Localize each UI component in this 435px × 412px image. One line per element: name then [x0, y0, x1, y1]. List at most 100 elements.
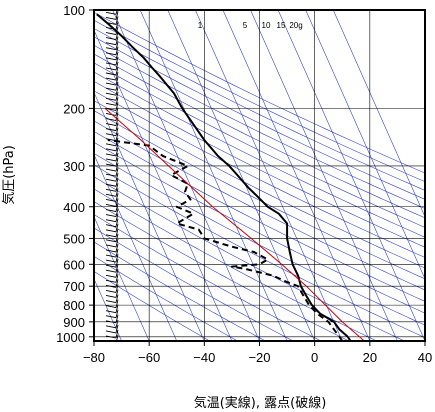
wind-barb-staff [105, 153, 117, 157]
wind-barb-staff [105, 315, 117, 319]
wind-barb-staff [105, 300, 117, 303]
wind-barb-staff [105, 219, 117, 223]
wind-barb-flag [115, 193, 119, 202]
wind-barb-flag [115, 213, 119, 222]
wind-barb-staff [105, 113, 117, 116]
wind-barb-staff [105, 244, 117, 248]
isotherm-line [94, 29, 233, 341]
wind-barb-staff [105, 123, 117, 127]
dry-adiabat-line [94, 90, 425, 258]
mixing-ratio-label: 5 [243, 21, 248, 30]
wind-barb-staff [105, 118, 117, 121]
x-axis-title: 気温(実線), 露点(破線) [194, 395, 327, 411]
y-tick-label: 700 [63, 279, 85, 294]
wind-barb-staff [105, 158, 117, 162]
wind-barb-flag [115, 36, 119, 45]
dry-adiabat-line [94, 36, 425, 200]
wind-barb-staff [105, 173, 117, 177]
wind-barb-staff [105, 183, 117, 187]
wind-barb-staff [105, 254, 117, 258]
y-tick-label: 400 [63, 200, 85, 215]
wind-barb-staff [105, 128, 117, 132]
wind-barb-flag [115, 122, 119, 131]
dry-adiabat-line [94, 153, 425, 326]
dewpoint-profile-line [107, 139, 344, 341]
isotherm-line [94, 91, 205, 341]
wind-barb-staff [105, 305, 117, 309]
y-tick-label: 100 [63, 3, 85, 18]
wind-barb-flag [115, 274, 119, 283]
dry-adiabat-line [94, 19, 425, 182]
wind-barb-staff [105, 62, 117, 66]
wind-barb-staff [105, 204, 117, 207]
wind-barb-flag [115, 71, 119, 81]
wind-barb-flag [115, 127, 119, 136]
wind-barb-staff [105, 264, 117, 268]
wind-barb-staff [105, 47, 117, 51]
wind-barb-staff [105, 102, 117, 106]
y-tick-label: 800 [63, 298, 85, 313]
wind-barb-staff [105, 325, 117, 329]
wind-barb-staff [105, 335, 117, 339]
y-tick-label: 600 [63, 257, 85, 272]
wind-barb-flag [115, 198, 119, 207]
wind-barb-flag [115, 233, 119, 242]
wind-barb-staff [105, 234, 117, 238]
wind-barb-staff [105, 42, 117, 46]
wind-barb-flag [115, 294, 119, 303]
wind-barb-flag [115, 309, 119, 318]
dry-adiabat-line [94, 201, 350, 341]
wind-barb-flag [115, 208, 119, 217]
wind-barb-flag [115, 183, 119, 192]
dry-adiabat-line [94, 62, 425, 228]
mixing-ratio-label: 15 [277, 21, 286, 30]
wind-barb-staff [105, 178, 117, 182]
wind-barb-flag [115, 279, 119, 288]
wind-barb-flag [115, 253, 119, 263]
isotherm-line [139, 10, 288, 341]
wind-barb-flag [115, 299, 119, 308]
wind-barb-flag [115, 41, 119, 50]
parcel-profile-line [104, 108, 365, 341]
wind-barb-flag [115, 173, 119, 182]
wind-barb-staff [105, 77, 117, 81]
wind-barb-staff [105, 239, 117, 243]
wind-barb-staff [105, 11, 117, 15]
dry-adiabat-line [94, 270, 210, 341]
wind-barb-flag [115, 264, 119, 273]
wind-barb-flag [115, 162, 119, 172]
y-tick-label: 300 [63, 159, 85, 174]
wind-barb-flag [115, 82, 119, 91]
temperature-profile-line [96, 13, 352, 341]
wind-barb-staff [105, 87, 117, 91]
wind-barb-staff [105, 259, 117, 263]
wind-barb-staff [105, 32, 117, 35]
wind-barb-staff [105, 16, 117, 20]
wind-barb-flag [115, 142, 119, 151]
wind-barb-staff [105, 163, 117, 167]
wind-barb-flag [115, 147, 119, 157]
mixing-ratio-labels: 1 5 10 15 20g [198, 21, 303, 30]
wind-barb-staff [105, 330, 117, 334]
wind-barb-staff [105, 72, 117, 76]
wind-barb-flag [115, 21, 119, 30]
isotherm-line [305, 10, 425, 280]
mixing-ratio-label: 1 [198, 21, 203, 30]
wind-barb-flag [115, 61, 119, 71]
dry-adiabat-line [94, 164, 425, 338]
dry-adiabat-line [94, 100, 425, 269]
wind-barb-staff [105, 320, 117, 324]
wind-barb-staff [105, 295, 117, 298]
x-tick-label: 20 [363, 350, 377, 365]
wind-barb-flag [115, 11, 119, 20]
dry-adiabat-line [94, 176, 405, 341]
wind-barb-flag [115, 87, 119, 96]
wind-barb-flag [115, 157, 119, 167]
wind-barb-flag [115, 152, 119, 162]
wind-barb-staff [105, 107, 117, 111]
wind-barb-staff [105, 310, 117, 314]
wind-barb-flag [115, 218, 119, 227]
wind-barb-staff [105, 52, 117, 56]
